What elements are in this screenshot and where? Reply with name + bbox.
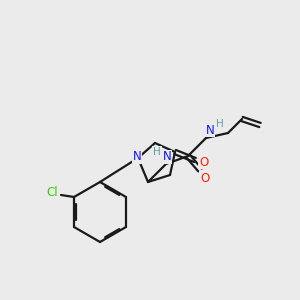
Text: O: O — [200, 172, 210, 184]
Text: N: N — [206, 124, 214, 136]
Text: N: N — [133, 151, 141, 164]
Text: N: N — [163, 151, 171, 164]
Text: H: H — [216, 119, 224, 129]
Text: H: H — [153, 147, 161, 157]
Text: Cl: Cl — [46, 185, 58, 199]
Text: O: O — [200, 155, 208, 169]
